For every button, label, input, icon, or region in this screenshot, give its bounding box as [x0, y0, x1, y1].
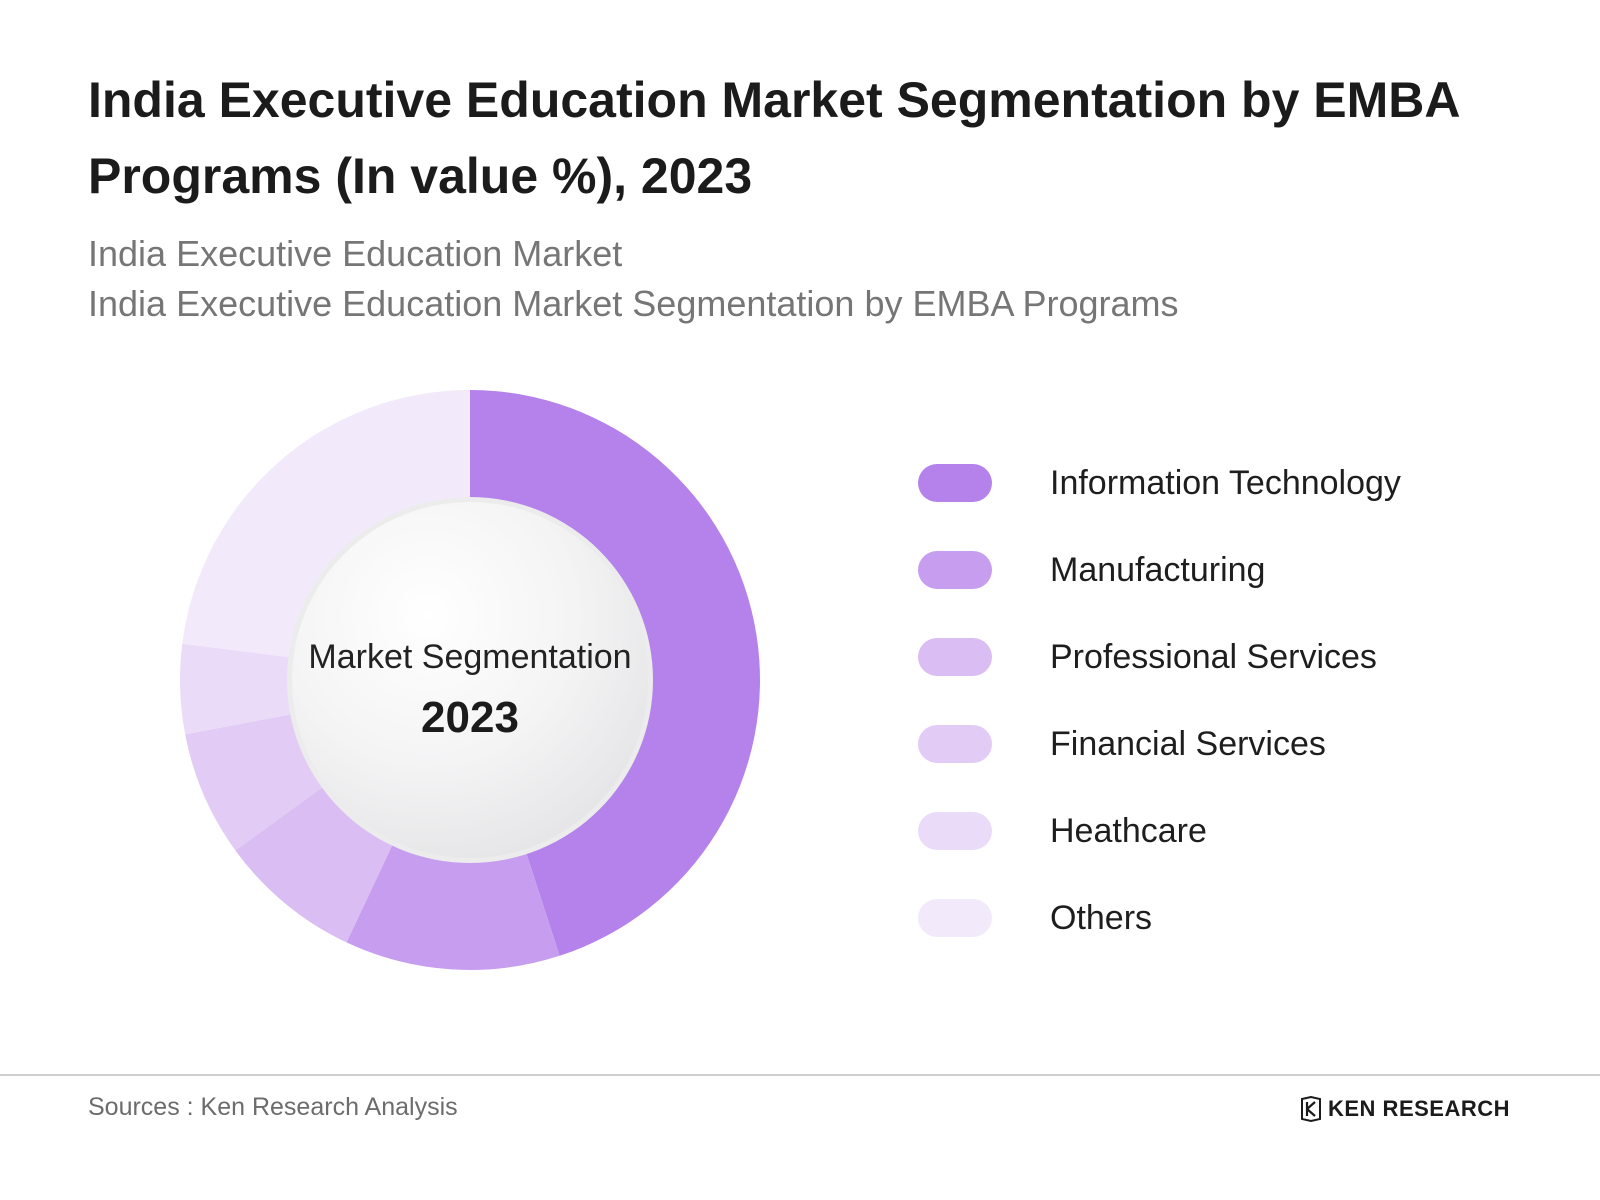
legend: Information Technology Manufacturing Pro…: [918, 458, 1558, 980]
legend-label: Heathcare: [1050, 812, 1207, 850]
donut-slice-manufacturing: [346, 844, 560, 970]
donut-center-label: Market Segmentation: [308, 638, 632, 676]
legend-swatch: [918, 638, 992, 676]
brand-name: KEN RESEARCH: [1328, 1096, 1511, 1121]
donut-slice-others: [182, 390, 470, 658]
legend-item-professional-services: Professional Services: [918, 632, 1558, 719]
donut-chart: Market Segmentation 2023: [160, 370, 780, 990]
legend-swatch: [918, 725, 992, 763]
sources-note: Sources : Ken Research Analysis: [88, 1093, 458, 1121]
donut-slices: [180, 390, 760, 970]
legend-item-heathcare: Heathcare: [918, 806, 1558, 893]
legend-item-manufacturing: Manufacturing: [918, 545, 1558, 632]
legend-label: Financial Services: [1050, 725, 1326, 763]
legend-label: Professional Services: [1050, 638, 1377, 676]
legend-item-information-technology: Information Technology: [918, 458, 1558, 545]
donut-chart-svg: [180, 390, 760, 970]
legend-item-financial-services: Financial Services: [918, 719, 1558, 806]
legend-swatch: [918, 551, 992, 589]
legend-label: Others: [1050, 899, 1153, 937]
footer-divider: [0, 1074, 1600, 1076]
brand-logo: KEN RESEARCH: [1300, 1094, 1520, 1128]
legend-label: Information Technology: [1050, 464, 1401, 502]
chart-subtitle-market: India Executive Education Market: [88, 233, 623, 274]
chart-subtitle-segmentation: India Executive Education Market Segment…: [88, 283, 1179, 324]
legend-swatch: [918, 464, 992, 502]
donut-center-disc: [292, 502, 648, 858]
donut-slice-professional-services: [235, 786, 393, 943]
legend-item-others: Others: [918, 893, 1558, 980]
legend-swatch: [918, 812, 992, 850]
legend-label: Manufacturing: [1050, 551, 1266, 589]
chart-title: India Executive Education Market Segment…: [88, 72, 1459, 204]
donut-slice-heathcare: [180, 643, 292, 735]
donut-slice-information-technology: [470, 390, 760, 956]
legend-swatch: [918, 899, 992, 937]
ken-research-logo-icon: [1301, 1096, 1321, 1122]
donut-center-year: 2023: [421, 693, 519, 742]
donut-slice-financial-services: [185, 714, 323, 851]
